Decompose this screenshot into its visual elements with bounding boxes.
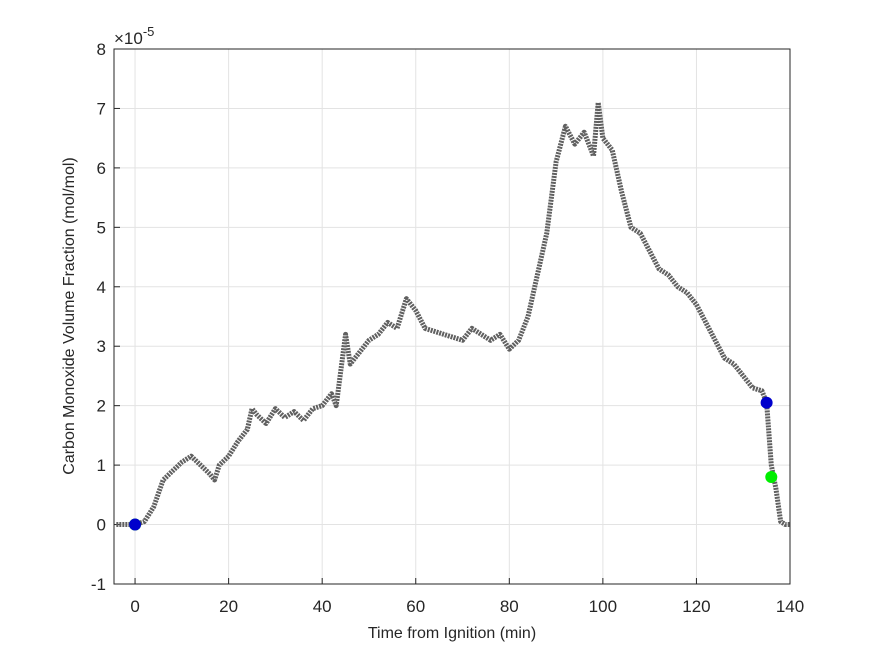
x-tick-label: 120 [682, 597, 710, 616]
x-tick-label: 60 [406, 597, 425, 616]
y-tick-label: 6 [97, 159, 106, 178]
y-tick-label: -1 [91, 575, 106, 594]
y-tick-label: 0 [97, 516, 106, 535]
y-tick-label: 4 [97, 278, 106, 297]
x-tick-label: 100 [589, 597, 617, 616]
y-tick-label: 7 [97, 99, 106, 118]
x-tick-label: 80 [500, 597, 519, 616]
y-tick-label: 5 [97, 218, 106, 237]
y-tick-label: 8 [97, 40, 106, 59]
data-point [129, 518, 142, 531]
axes-box [113, 48, 791, 585]
exponent-power: -5 [143, 24, 155, 39]
x-tick-label: 20 [219, 597, 238, 616]
y-axis-label: Carbon Monoxide Volume Fraction (mol/mol… [61, 157, 78, 474]
y-tick-label: 2 [97, 397, 106, 416]
data-point [765, 471, 778, 483]
exponent-base: ×10 [114, 29, 143, 48]
x-axis-label: Time from Ignition (min) [368, 625, 536, 642]
x-tick-label: 140 [776, 597, 804, 616]
y-tick-label: 3 [97, 337, 106, 356]
x-tick-label: 40 [313, 597, 332, 616]
y-exponent: ×10-5 [114, 24, 154, 48]
data-point [760, 396, 773, 409]
y-tick-label: 1 [97, 456, 106, 475]
x-tick-label: 0 [130, 597, 139, 616]
data-line [116, 100, 790, 528]
